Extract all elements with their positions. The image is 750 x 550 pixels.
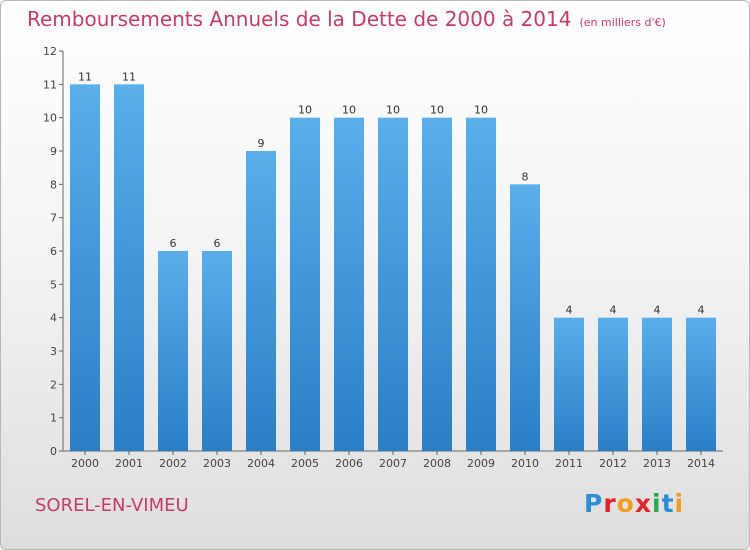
data-label: 11 (78, 70, 92, 83)
bar (642, 317, 672, 451)
y-tick-label: 5 (50, 278, 57, 291)
bar (290, 117, 320, 452)
bar (70, 84, 100, 451)
data-label: 4 (698, 304, 705, 317)
chart-labels: 2000 11 2001 11 2002 6 2003 6 2004 9 2005 10 2006 10 2… (71, 70, 715, 470)
data-label: 4 (610, 304, 617, 317)
bar (378, 117, 408, 452)
x-tick-label: 2007 (379, 457, 407, 470)
x-tick-label: 2000 (71, 457, 99, 470)
x-tick-label: 2005 (291, 457, 319, 470)
x-tick-label: 2010 (511, 457, 539, 470)
data-label: 8 (522, 170, 529, 183)
x-tick-label: 2008 (423, 457, 451, 470)
data-label: 6 (214, 237, 221, 250)
data-label: 6 (170, 237, 177, 250)
x-tick-label: 2013 (643, 457, 671, 470)
data-label: 4 (566, 304, 573, 317)
bar (246, 151, 276, 451)
chart-subtitle: (en milliers d'€) (579, 16, 666, 29)
bar (334, 117, 364, 452)
bar (422, 117, 452, 452)
y-tick-label: 10 (43, 112, 57, 125)
bar (554, 317, 584, 451)
y-tick-label: 7 (50, 212, 57, 225)
x-tick-label: 2011 (555, 457, 583, 470)
bar (598, 317, 628, 451)
x-tick-label: 2004 (247, 457, 275, 470)
chart-title-text: Remboursements Annuels de la Dette de 20… (27, 7, 572, 31)
y-tick-label: 0 (50, 445, 57, 458)
proxiti-logo[interactable]: Proxiti (584, 489, 685, 518)
y-tick-label: 8 (50, 178, 57, 191)
chart-bars (70, 84, 716, 452)
data-label: 4 (654, 304, 661, 317)
bar (466, 117, 496, 452)
x-tick-label: 2014 (687, 457, 715, 470)
y-tick-label: 3 (50, 345, 57, 358)
data-label: 9 (258, 137, 265, 150)
commune-name: SOREL-EN-VIMEU (35, 495, 189, 516)
y-tick-label: 12 (43, 45, 57, 58)
data-label: 10 (342, 104, 356, 117)
bar (202, 251, 232, 451)
x-tick-label: 2001 (115, 457, 143, 470)
bar (114, 84, 144, 451)
y-tick-label: 4 (50, 312, 57, 325)
bar (510, 184, 540, 452)
y-tick-label: 6 (50, 245, 57, 258)
data-label: 10 (386, 104, 400, 117)
y-tick-label: 2 (50, 378, 57, 391)
y-tick-label: 9 (50, 145, 57, 158)
x-tick-label: 2012 (599, 457, 627, 470)
x-tick-label: 2006 (335, 457, 363, 470)
x-tick-label: 2003 (203, 457, 231, 470)
y-tick-label: 1 (50, 412, 57, 425)
bar (686, 317, 716, 451)
data-label: 10 (430, 104, 444, 117)
data-label: 10 (298, 104, 312, 117)
bar (158, 251, 188, 451)
x-tick-label: 2002 (159, 457, 187, 470)
data-label: 10 (474, 104, 488, 117)
x-tick-label: 2009 (467, 457, 495, 470)
chart-title: Remboursements Annuels de la Dette de 20… (27, 7, 666, 31)
data-label: 11 (122, 70, 136, 83)
y-tick-label: 11 (43, 78, 57, 91)
